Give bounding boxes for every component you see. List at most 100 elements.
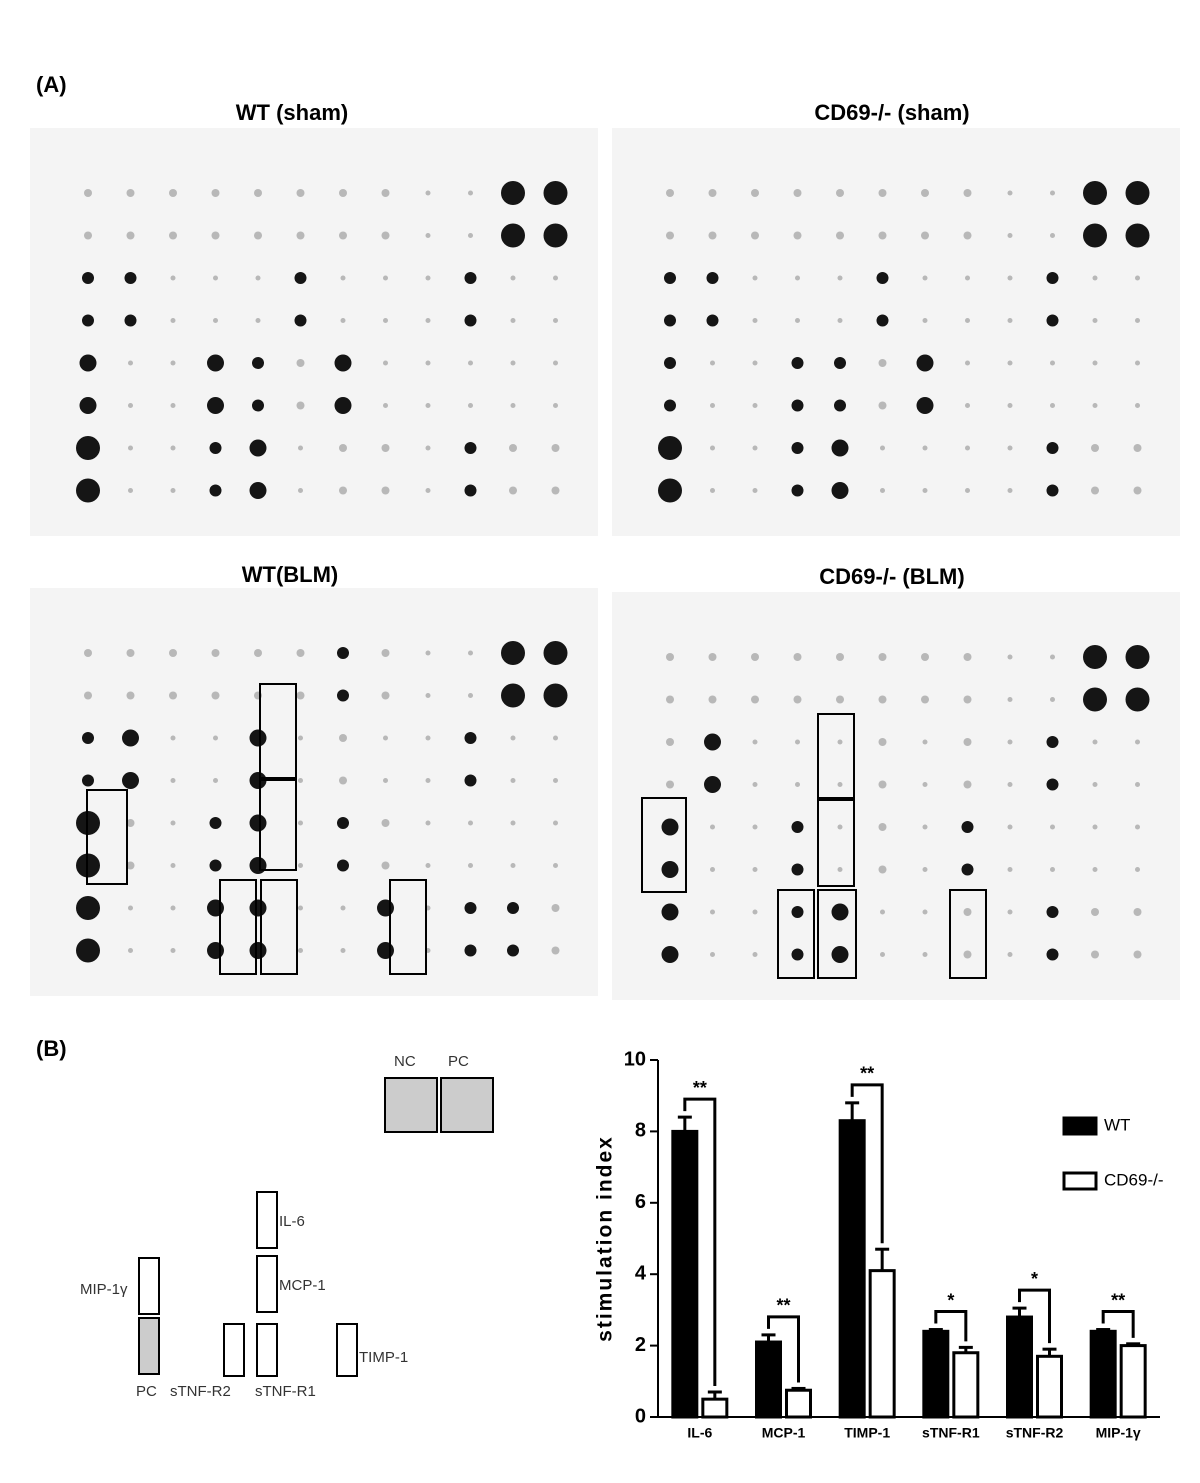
blot-dot [1007,190,1013,196]
blot-dot [543,683,568,708]
blot-dot [468,403,473,408]
bar [952,1351,980,1419]
highlight-box [949,889,987,979]
blot-dot [213,735,218,741]
blot-dot [751,231,759,240]
blot-dot [501,641,525,665]
legend-swatch [1062,1116,1098,1136]
blot-dot [339,776,347,785]
blot-dot [752,360,758,366]
panel-label: (B) [36,1036,67,1061]
blot-dot [169,649,177,657]
blot-dot [296,691,305,700]
blot-dot [1092,867,1098,872]
blot-dot [752,952,758,957]
blot-dot [170,445,176,451]
blot-dot [921,695,929,704]
blot-dot [337,859,349,872]
blot-dot [752,739,758,745]
blot-dot [122,729,139,747]
blot-dot [553,275,558,281]
blot-dot [878,653,887,661]
blot-dot [921,231,929,240]
significance-bracket [850,1083,884,1244]
blot-dot [1046,736,1059,748]
blot-dot [878,780,887,789]
blot-dot [795,275,800,281]
blot-dot [543,181,568,205]
blot-dot [793,695,802,704]
y-tick-label: 10 [624,1048,646,1070]
blot-dot [82,272,94,284]
bar [1006,1315,1033,1419]
blot-dot [1083,223,1107,248]
map-box [384,1077,438,1133]
blot-dot [836,653,844,661]
blot-dot [464,484,477,497]
blot-dot [464,732,477,744]
blot-dot [878,823,887,831]
blot-dot [880,952,885,957]
blot-dot [170,948,176,953]
blot-dot [922,445,928,451]
blot-dot [383,275,388,281]
legend-label: CD69-/- [1104,1170,1164,1189]
highlight-box [777,889,815,979]
blot-dot [551,946,560,955]
significance-bracket [767,1315,800,1383]
blot-dot [878,231,887,240]
blot-dot [831,482,849,499]
blot-dot [501,683,525,708]
blot-dot [1125,687,1150,712]
blot-dot [1091,908,1099,916]
blot-dot [1135,739,1140,745]
blot-dot [752,488,758,493]
blot-dot [255,275,261,281]
blot-dot [793,189,802,197]
blot-dot [1050,697,1055,702]
blot-dot [1092,739,1098,745]
blot-dot [791,484,804,497]
blot-dot [710,488,715,493]
blot-dot [79,397,97,414]
blot-dot [337,689,349,702]
blot-dot [211,189,220,197]
blot-dot [1125,223,1150,248]
blot-dot [921,653,929,661]
blot-dot [710,403,715,408]
blot-dot [963,738,972,746]
blot-dot [252,399,264,412]
blot-dot [553,318,558,323]
blot-dot [425,403,431,408]
y-tick-label: 8 [635,1120,646,1142]
blot-dot [340,948,346,953]
blot-dot [337,647,349,659]
blot-dot [878,738,887,746]
blot-dot [922,782,928,787]
blot-dot [126,691,135,700]
blot-dot [1050,233,1055,238]
panel-label: (A) [36,72,67,97]
blot-dot [128,445,133,451]
blot-dot [1133,486,1142,495]
blot-dot [213,275,218,281]
x-tick-label: sTNF-R2 [1006,1425,1064,1441]
blot-dot [1135,360,1140,366]
x-tick-label: sTNF-R1 [922,1425,980,1441]
blot-dot [922,488,928,493]
blot-dot [510,318,516,323]
blot-dot [666,738,674,746]
blot-dot [464,272,477,284]
blot-dot [837,824,843,830]
blot-dot [1046,906,1059,918]
y-tick-label: 4 [635,1262,647,1284]
map-label: PC [136,1383,157,1400]
map-label: sTNF-R2 [170,1383,231,1400]
blot-dot [963,189,972,197]
blot-dot [124,314,137,327]
blot-dot [507,944,519,957]
blot-dot [211,231,220,240]
blot-dot [661,818,679,836]
significance-bracket [934,1310,968,1342]
significance-bracket [1101,1310,1135,1338]
